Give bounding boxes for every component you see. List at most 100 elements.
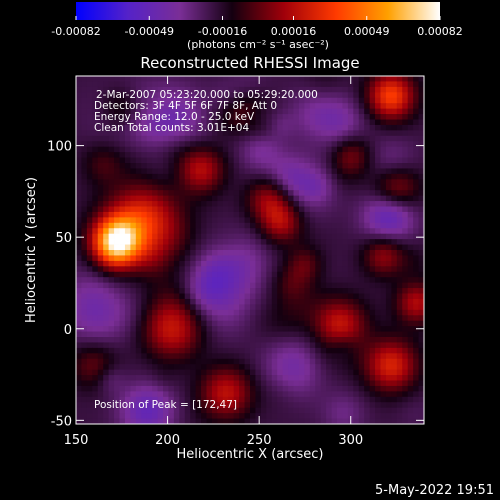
heatmap-cell bbox=[418, 375, 425, 381]
heatmap-cell bbox=[168, 168, 175, 175]
heatmap-cell bbox=[413, 217, 419, 224]
heatmap-cell bbox=[418, 173, 425, 180]
heatmap-cell bbox=[347, 396, 354, 403]
heatmap-cell bbox=[331, 233, 338, 240]
heatmap-cell bbox=[331, 168, 338, 175]
heatmap-cell bbox=[211, 222, 218, 229]
heatmap-cell bbox=[146, 347, 153, 354]
heatmap-cell bbox=[358, 173, 365, 180]
heatmap-cell bbox=[222, 418, 229, 425]
heatmap-cell bbox=[86, 255, 93, 262]
heatmap-cell bbox=[163, 190, 169, 197]
heatmap-cell bbox=[380, 76, 387, 82]
heatmap-cell bbox=[81, 201, 88, 207]
heatmap-cell bbox=[168, 407, 175, 414]
heatmap-cell bbox=[320, 201, 327, 207]
heatmap-cell bbox=[353, 380, 360, 387]
heatmap-cell bbox=[97, 124, 104, 131]
heatmap-cell bbox=[309, 141, 316, 148]
heatmap-cell bbox=[326, 353, 332, 360]
heatmap-cell bbox=[288, 173, 294, 180]
heatmap-cell bbox=[119, 222, 126, 229]
heatmap-cell bbox=[385, 86, 392, 93]
heatmap-cell bbox=[266, 277, 273, 284]
heatmap-cell bbox=[152, 76, 158, 82]
heatmap-cell bbox=[119, 364, 126, 371]
heatmap-cell bbox=[358, 81, 365, 88]
heatmap-cell bbox=[353, 190, 360, 197]
heatmap-cell bbox=[119, 114, 126, 120]
heatmap-cell bbox=[239, 130, 245, 137]
heatmap-cell bbox=[201, 119, 207, 126]
heatmap-cell bbox=[304, 168, 311, 175]
heatmap-cell bbox=[244, 152, 251, 158]
heatmap-cell bbox=[342, 407, 349, 414]
heatmap-cell bbox=[206, 173, 213, 180]
heatmap-cell bbox=[266, 369, 273, 376]
heatmap-cell bbox=[228, 211, 235, 218]
heatmap-cell bbox=[298, 353, 305, 360]
heatmap-cell bbox=[114, 342, 120, 349]
heatmap-cell bbox=[86, 124, 93, 131]
heatmap-cell bbox=[97, 233, 104, 240]
heatmap-cell bbox=[201, 184, 207, 191]
heatmap-cell bbox=[135, 320, 142, 327]
heatmap-cell bbox=[320, 282, 327, 289]
heatmap-cell bbox=[239, 250, 245, 256]
heatmap-cell bbox=[195, 288, 202, 294]
heatmap-cell bbox=[402, 293, 409, 300]
heatmap-cell bbox=[396, 347, 403, 354]
heatmap-cell bbox=[135, 195, 142, 202]
heatmap-cell bbox=[184, 124, 191, 131]
heatmap-cell bbox=[211, 141, 218, 148]
heatmap-cell bbox=[239, 97, 245, 104]
heatmap-cell bbox=[184, 206, 191, 213]
heatmap-cell bbox=[206, 277, 213, 284]
heatmap-cell bbox=[380, 342, 387, 349]
heatmap-cell bbox=[130, 391, 137, 398]
heatmap-cell bbox=[326, 114, 332, 120]
heatmap-cell bbox=[385, 103, 392, 110]
heatmap-cell bbox=[391, 244, 398, 251]
heatmap-cell bbox=[266, 304, 273, 311]
heatmap-cell bbox=[353, 195, 360, 202]
heatmap-cell bbox=[179, 326, 186, 332]
heatmap-cell bbox=[402, 358, 409, 365]
heatmap-cell bbox=[157, 97, 164, 104]
heatmap-cell bbox=[364, 190, 371, 197]
heatmap-cell bbox=[331, 320, 338, 327]
heatmap-cell bbox=[418, 114, 425, 120]
heatmap-cell bbox=[418, 190, 425, 197]
heatmap-cell bbox=[173, 92, 180, 99]
heatmap-cell bbox=[222, 266, 229, 273]
heatmap-cell bbox=[326, 206, 332, 213]
heatmap-cell bbox=[255, 277, 262, 284]
heatmap-cell bbox=[124, 304, 131, 311]
heatmap-cell bbox=[298, 315, 305, 322]
heatmap-cell bbox=[103, 81, 110, 88]
heatmap-cell bbox=[369, 211, 376, 218]
heatmap-cell bbox=[152, 179, 158, 186]
heatmap-cell bbox=[184, 402, 191, 409]
heatmap-cell bbox=[233, 353, 240, 360]
heatmap-cell bbox=[146, 293, 153, 300]
heatmap-cell bbox=[413, 206, 419, 213]
heatmap-cell bbox=[103, 380, 110, 387]
heatmap-cell bbox=[152, 103, 158, 110]
heatmap-cell bbox=[288, 239, 294, 245]
heatmap-cell bbox=[244, 266, 251, 273]
heatmap-cell bbox=[146, 353, 153, 360]
heatmap-cell bbox=[81, 97, 88, 104]
heatmap-cell bbox=[309, 108, 316, 115]
heatmap-cell bbox=[353, 277, 360, 284]
heatmap-cell bbox=[168, 353, 175, 360]
heatmap-cell bbox=[217, 407, 224, 414]
heatmap-cell bbox=[217, 201, 224, 207]
heatmap-cell bbox=[375, 108, 381, 115]
heatmap-cell bbox=[271, 157, 278, 164]
heatmap-cell bbox=[260, 81, 267, 88]
heatmap-cell bbox=[217, 418, 224, 425]
heatmap-cell bbox=[206, 337, 213, 343]
heatmap-cell bbox=[266, 157, 273, 164]
heatmap-cell bbox=[347, 195, 354, 202]
